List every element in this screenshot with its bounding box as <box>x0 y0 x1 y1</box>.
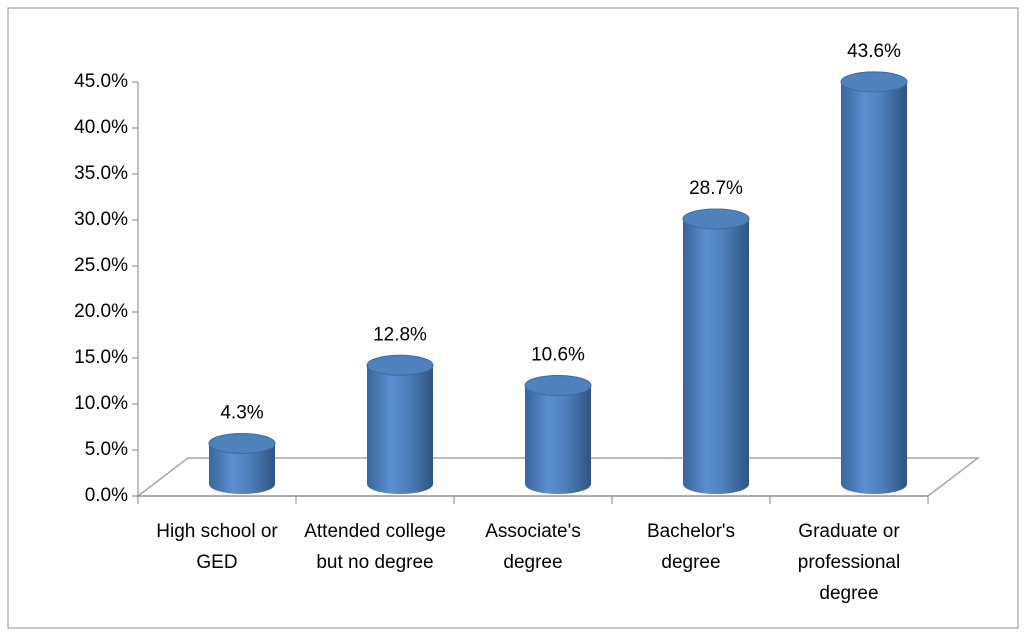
x-tick-label: Attended college but no degree <box>304 521 446 573</box>
bar <box>366 354 434 494</box>
y-tick-label: 25.0% <box>74 255 128 276</box>
y-tick-label: 45.0% <box>74 71 128 92</box>
data-label: 43.6% <box>847 41 901 62</box>
y-tick-label: 10.0% <box>74 393 128 414</box>
bar <box>682 208 750 494</box>
data-label: 12.8% <box>373 324 427 345</box>
y-tick-label: 30.0% <box>74 209 128 230</box>
x-tick-label: Graduate or professional degree <box>797 521 901 604</box>
y-tick-label: 35.0% <box>74 163 128 184</box>
data-label: 4.3% <box>220 402 263 423</box>
bar <box>208 432 276 494</box>
x-tick-label: Associate's degree <box>485 521 581 573</box>
y-tick-label: 15.0% <box>74 347 128 368</box>
x-tick-label: Bachelor's degree <box>646 521 736 573</box>
data-label: 28.7% <box>689 178 743 199</box>
y-tick-label: 0.0% <box>85 485 128 506</box>
y-tick-label: 5.0% <box>85 439 128 460</box>
x-tick-label: High school or GED <box>156 521 278 573</box>
y-tick-label: 40.0% <box>74 117 128 138</box>
bar <box>840 71 908 494</box>
y-tick-label: 20.0% <box>74 301 128 322</box>
data-label: 10.6% <box>531 344 585 365</box>
bar <box>524 374 592 494</box>
